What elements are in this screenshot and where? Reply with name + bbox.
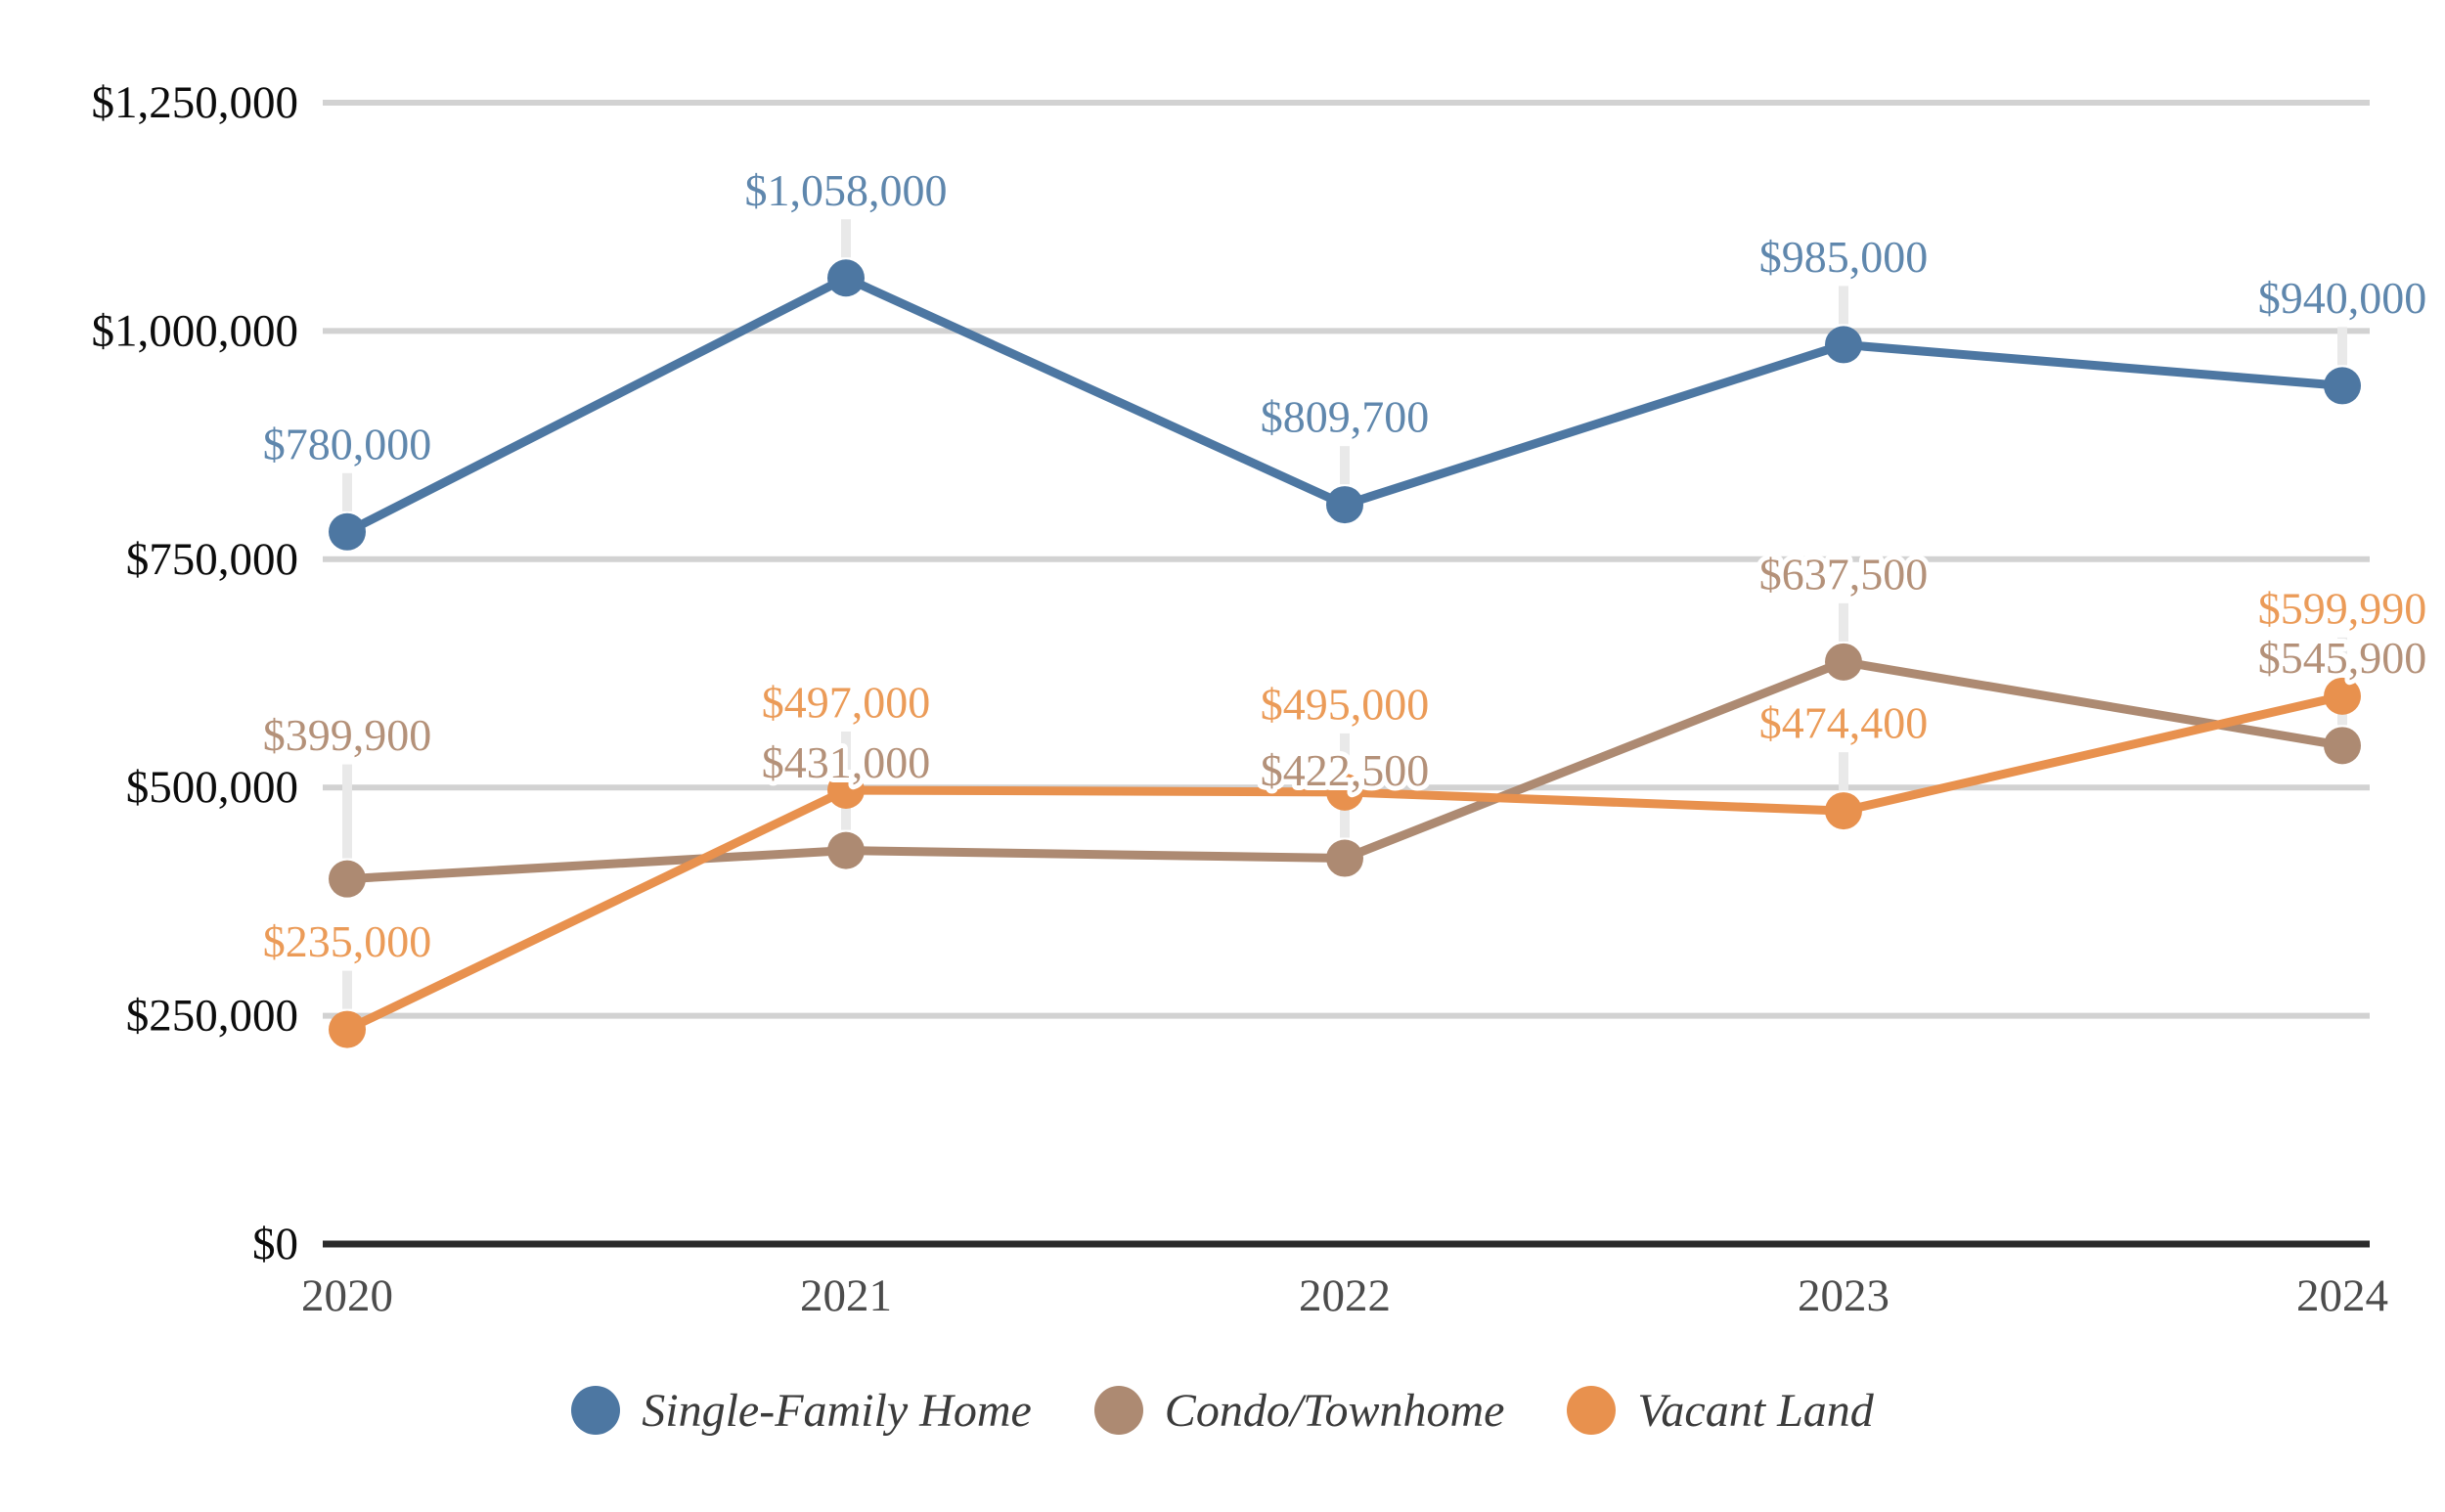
data-label-vacant-land-2020: $235,000 (263, 916, 432, 966)
data-point-single-family-home-2024[interactable] (2324, 367, 2361, 405)
data-point-condo-townhome-2022[interactable] (1326, 839, 1363, 877)
legend-label-vacant-land: Vacant Land (1637, 1384, 1874, 1437)
data-point-condo-townhome-2023[interactable] (1825, 643, 1862, 681)
data-label-vacant-land-2023: $474,400 (1759, 698, 1929, 748)
data-point-vacant-land-2024[interactable] (2324, 677, 2361, 715)
data-label-condo-townhome-2022: $422,500 (1261, 745, 1430, 795)
data-label-condo-townhome-2021: $431,000 (762, 737, 931, 787)
x-tick-label-2022: 2022 (1299, 1270, 1391, 1321)
data-label-single-family-home-2024: $940,000 (2258, 273, 2427, 323)
legend-dot-vacant-land (1567, 1386, 1617, 1435)
data-label-condo-townhome-2023: $637,500 (1759, 549, 1929, 599)
data-point-single-family-home-2020[interactable] (329, 512, 366, 551)
data-label-single-family-home-2023: $985,000 (1759, 232, 1929, 282)
legend-item-condo-townhome[interactable]: Condo/Townhome (1093, 1384, 1505, 1438)
legend-label-condo-townhome: Condo/Townhome (1164, 1384, 1505, 1437)
y-tick-label: $750,000 (126, 534, 298, 585)
data-point-vacant-land-2021[interactable] (827, 772, 865, 810)
data-point-vacant-land-2023[interactable] (1825, 792, 1862, 830)
data-label-vacant-land-2024: $599,990 (2258, 583, 2427, 633)
data-point-vacant-land-2022[interactable] (1326, 773, 1363, 811)
legend: Single-Family Home Condo/Townhome Vacant L… (0, 1379, 2445, 1442)
data-label-vacant-land-2021: $497,000 (762, 678, 931, 728)
legend-item-single-family-home[interactable]: Single-Family Home (571, 1384, 1032, 1438)
data-label-condo-townhome-2020: $399,900 (263, 710, 432, 760)
legend-label-single-family-home: Single-Family Home (642, 1384, 1032, 1437)
y-tick-label: $0 (252, 1219, 298, 1269)
data-label-condo-townhome-2024: $545,900 (2258, 633, 2427, 683)
data-point-condo-townhome-2021[interactable] (827, 831, 865, 869)
data-point-single-family-home-2021[interactable] (827, 259, 865, 297)
y-tick-label: $250,000 (126, 991, 298, 1042)
x-tick-label-2020: 2020 (301, 1270, 393, 1321)
x-tick-label-2024: 2024 (2296, 1270, 2388, 1321)
legend-dot-single-family-home (571, 1386, 621, 1435)
y-tick-label: $1,250,000 (92, 77, 299, 128)
legend-dot-condo-townhome (1093, 1386, 1143, 1435)
data-label-single-family-home-2020: $780,000 (263, 419, 432, 468)
x-tick-label-2023: 2023 (1798, 1270, 1889, 1321)
data-point-condo-townhome-2024[interactable] (2324, 727, 2361, 765)
y-tick-label: $1,000,000 (92, 305, 299, 356)
x-tick-label-2021: 2021 (800, 1270, 892, 1321)
data-point-condo-townhome-2020[interactable] (329, 860, 366, 898)
data-point-vacant-land-2020[interactable] (329, 1010, 366, 1048)
data-label-single-family-home-2021: $1,058,000 (745, 165, 948, 215)
data-label-vacant-land-2022: $495,000 (1261, 679, 1430, 729)
legend-item-vacant-land[interactable]: Vacant Land (1567, 1384, 1874, 1438)
data-point-single-family-home-2023[interactable] (1825, 326, 1862, 364)
data-label-single-family-home-2022: $809,700 (1261, 392, 1430, 442)
data-point-single-family-home-2022[interactable] (1326, 486, 1363, 524)
y-tick-label: $500,000 (126, 762, 298, 813)
